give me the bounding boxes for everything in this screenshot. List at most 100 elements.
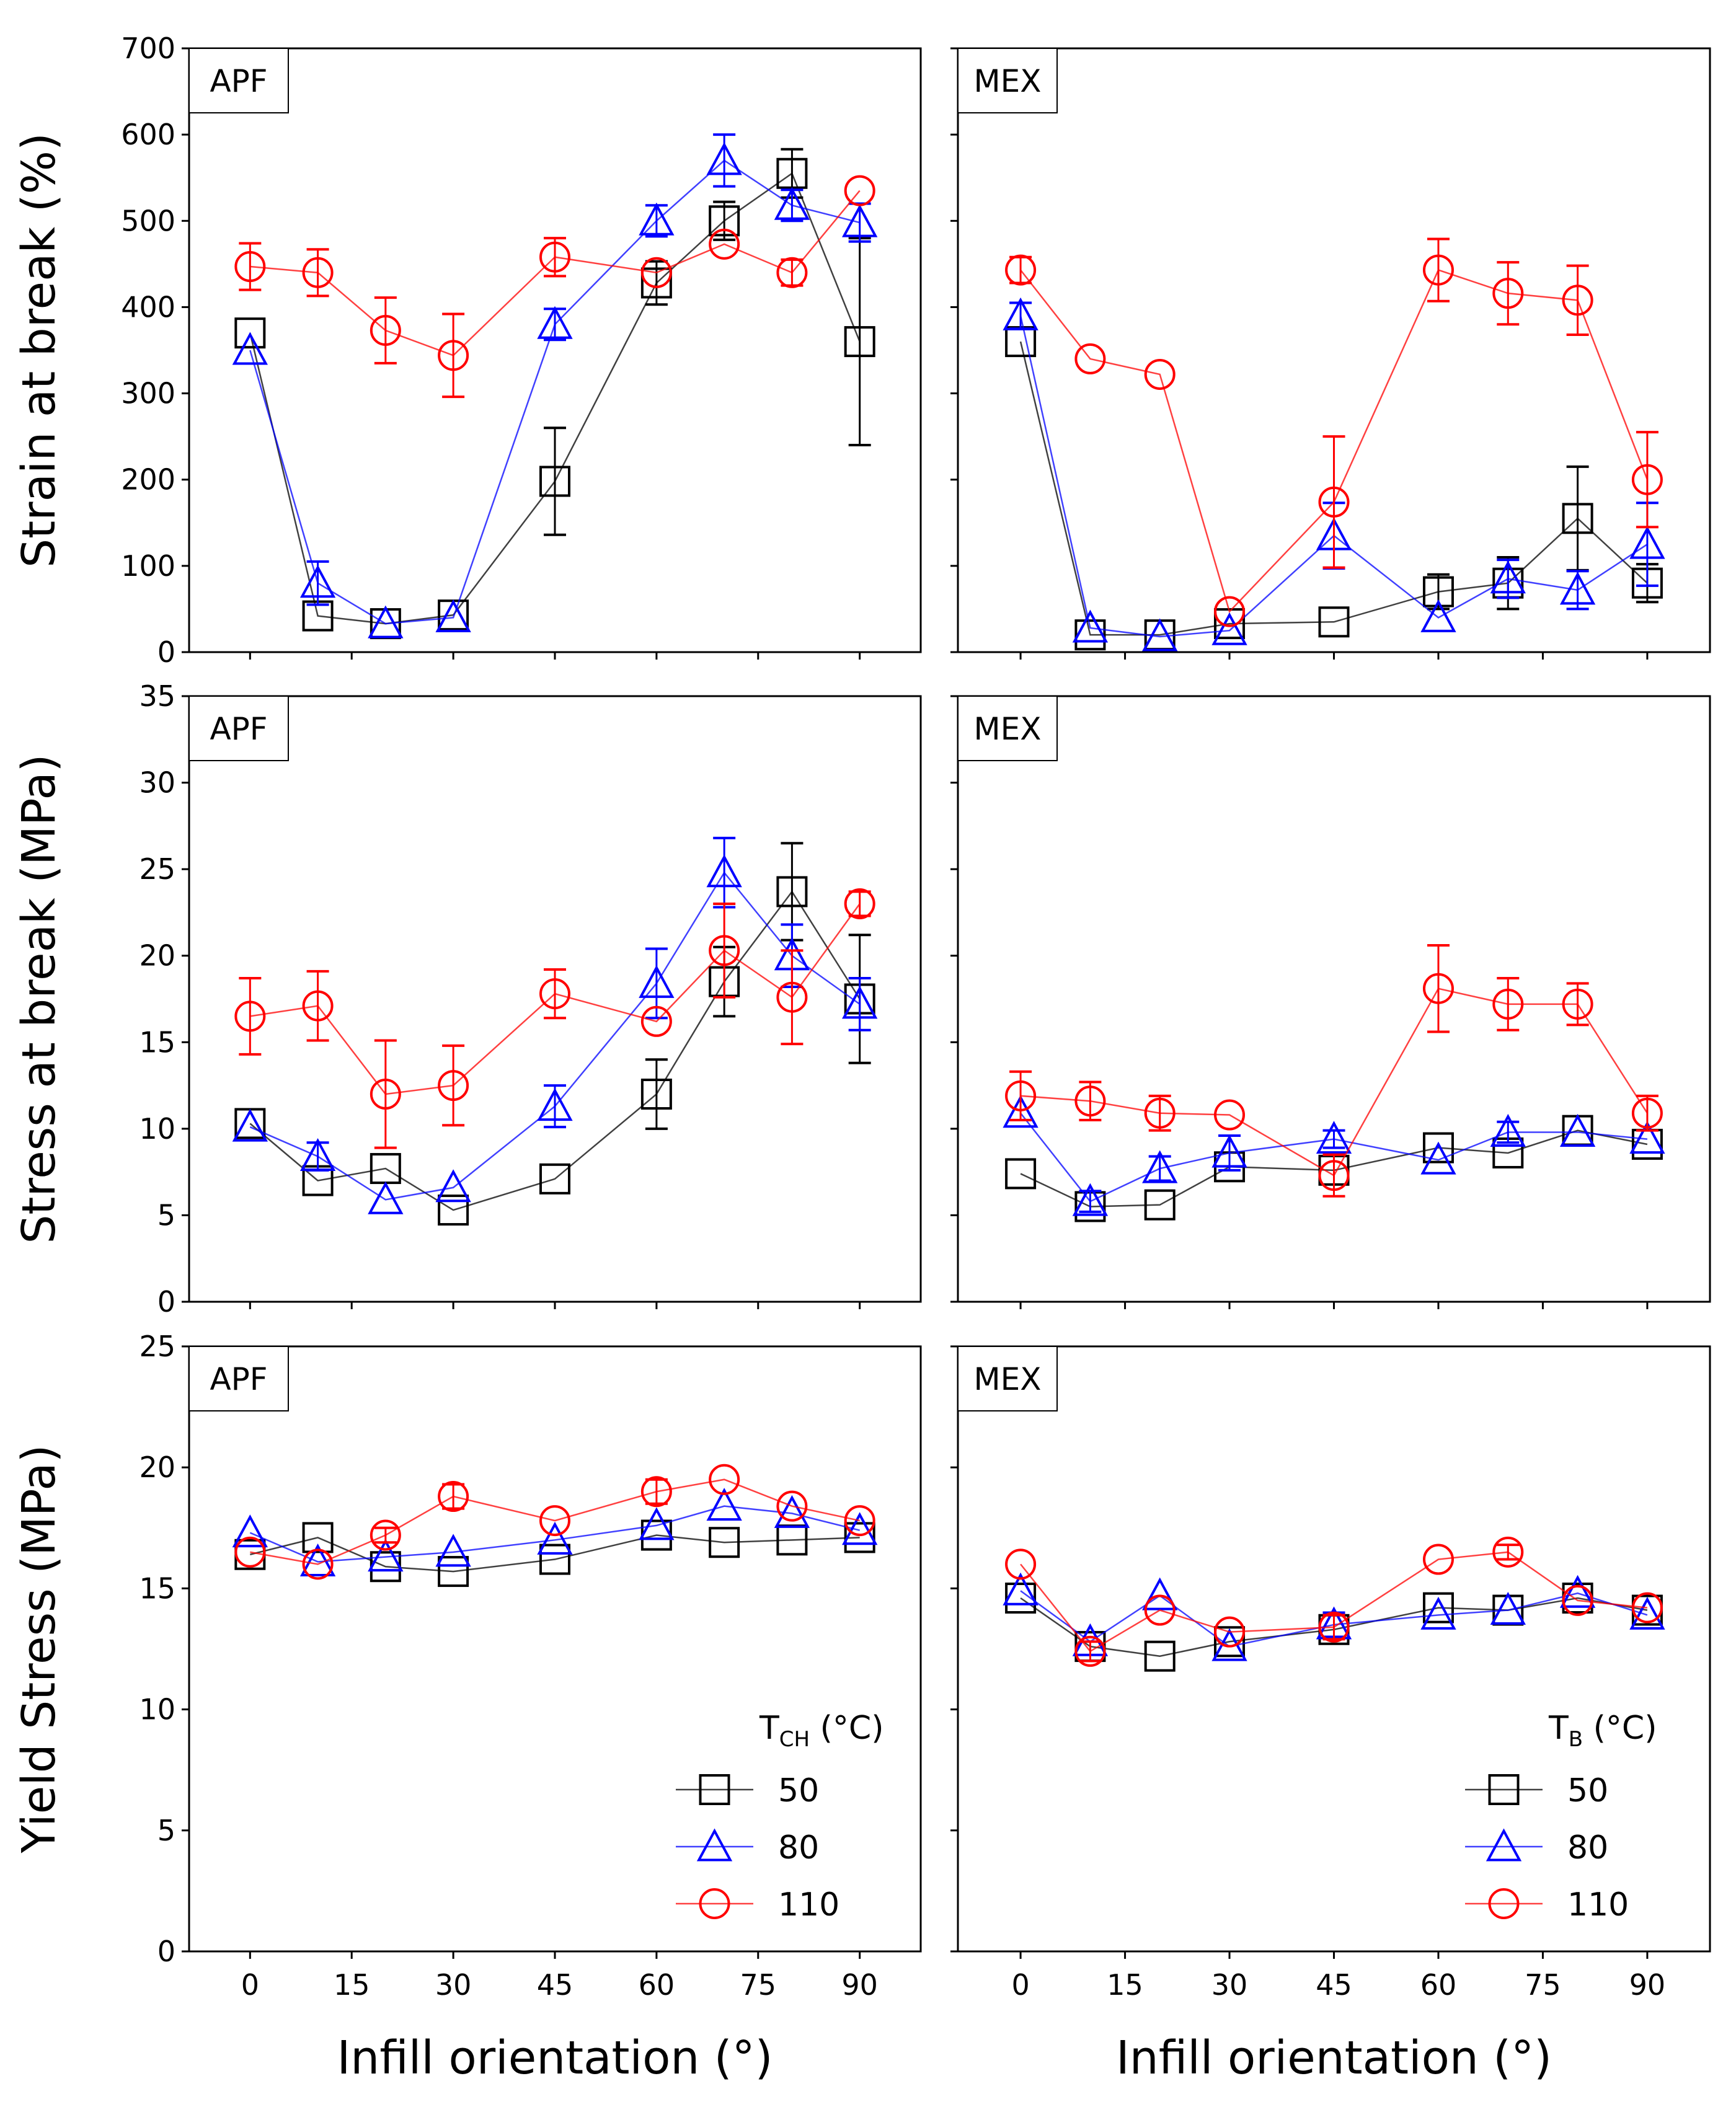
y-tick-label: 10 [139, 1112, 175, 1146]
y-axis-title: Stress at break (MPa) [12, 754, 66, 1243]
data-point [368, 1181, 404, 1214]
data-point [1631, 464, 1663, 495]
data-point [435, 599, 471, 632]
x-axis-title: Infill orientation (°) [1116, 2031, 1552, 2085]
data-point [844, 175, 875, 206]
data-point [1422, 973, 1454, 1004]
data-point [438, 1070, 469, 1102]
legend-title-main: T [759, 1710, 779, 1747]
legend-title-unit: (°C) [1583, 1710, 1657, 1747]
data-point [1214, 1616, 1246, 1648]
data-point [370, 1519, 401, 1551]
data-point [639, 965, 675, 998]
data-point [1629, 526, 1665, 559]
data-point [706, 1488, 742, 1521]
data-point [1214, 1099, 1246, 1131]
data-point [774, 1495, 810, 1528]
data-point [368, 1539, 404, 1572]
x-tick-label: 60 [1420, 1968, 1457, 2002]
legend-label: 110 [1567, 1886, 1629, 1924]
data-point [232, 332, 268, 365]
x-tick-label: 75 [740, 1968, 777, 2002]
plot-frame [188, 47, 922, 653]
data-point [1074, 619, 1106, 651]
panel-label-box [957, 48, 1058, 113]
series-110 [1005, 1536, 1663, 1667]
data-point [776, 257, 808, 288]
y-tick-label: 400 [121, 290, 175, 324]
x-tick-label: 45 [1316, 1968, 1352, 2002]
y-tick-label: 5 [157, 1198, 175, 1232]
data-point [1074, 1085, 1106, 1117]
panel-0-1: MEX [950, 47, 1711, 660]
series-110 [1005, 943, 1663, 1198]
data-point [1144, 1640, 1176, 1672]
data-point [370, 1079, 401, 1110]
data-point [234, 1000, 266, 1032]
panel-2-1: 0 15 30 45 60 75 90 MEX [950, 1345, 1711, 2002]
data-point [706, 854, 742, 888]
data-point [302, 1522, 334, 1553]
data-point [1142, 1577, 1178, 1610]
data-point [537, 306, 573, 339]
x-tick-label: 15 [334, 1968, 370, 2002]
data-point [438, 1195, 469, 1226]
data-point [1005, 1080, 1037, 1111]
data-point [299, 565, 336, 598]
legend-title: TB (°C) [1548, 1710, 1657, 1752]
y-tick-label: 5 [157, 1814, 175, 1847]
data-point [1490, 1113, 1526, 1147]
data-point [640, 1079, 672, 1110]
data-point [1422, 1544, 1454, 1575]
panel-label-box [188, 696, 289, 761]
y-tick-label: 15 [139, 1571, 175, 1605]
data-point [539, 466, 570, 497]
data-point [1005, 1158, 1037, 1190]
data-point [1005, 1548, 1037, 1580]
data-point [1559, 1113, 1596, 1147]
x-axis-title: Infill orientation (°) [337, 2031, 773, 2085]
data-point [776, 876, 808, 908]
data-point [709, 205, 740, 237]
y-tick-label: 10 [139, 1693, 175, 1726]
panel-label: APF [210, 711, 267, 747]
data-point [1562, 503, 1593, 534]
data-point [1562, 285, 1593, 316]
panel-label-box [188, 1346, 289, 1411]
data-point [776, 981, 808, 1013]
legend-label: 80 [778, 1829, 819, 1866]
data-point [232, 1108, 268, 1142]
panel-label-box [957, 696, 1058, 761]
panel-label: APF [210, 63, 267, 99]
data-point [1074, 343, 1106, 374]
y-tick-label: 25 [139, 852, 175, 886]
panel-label: MEX [974, 711, 1042, 747]
legend-title: TCH (°C) [759, 1710, 884, 1752]
data-point [1211, 612, 1247, 645]
data-point [844, 1505, 875, 1537]
panel-label-box [188, 48, 289, 113]
data-point [1074, 1635, 1106, 1667]
data-point [842, 204, 878, 237]
y-tick-label: 0 [157, 1285, 175, 1319]
data-point [1492, 1536, 1524, 1568]
data-point [1003, 1095, 1038, 1128]
data-point [302, 1548, 334, 1580]
data-point [232, 1514, 268, 1548]
legend-legend_right: TB (°C) 50 80 110 [1465, 1710, 1657, 1924]
panel-label: APF [210, 1361, 267, 1397]
data-point [302, 257, 334, 288]
data-point [1318, 606, 1350, 638]
data-point [1422, 576, 1454, 607]
data-point [1214, 596, 1246, 627]
data-point [1005, 1583, 1037, 1614]
data-point [1490, 560, 1526, 594]
y-tick-label: 20 [139, 939, 175, 973]
y-tick-label: 200 [121, 463, 175, 497]
data-point [640, 257, 672, 288]
y-tick-label: 300 [121, 377, 175, 410]
data-point [1144, 1097, 1176, 1129]
data-point [1422, 254, 1454, 286]
data-point [370, 314, 401, 346]
